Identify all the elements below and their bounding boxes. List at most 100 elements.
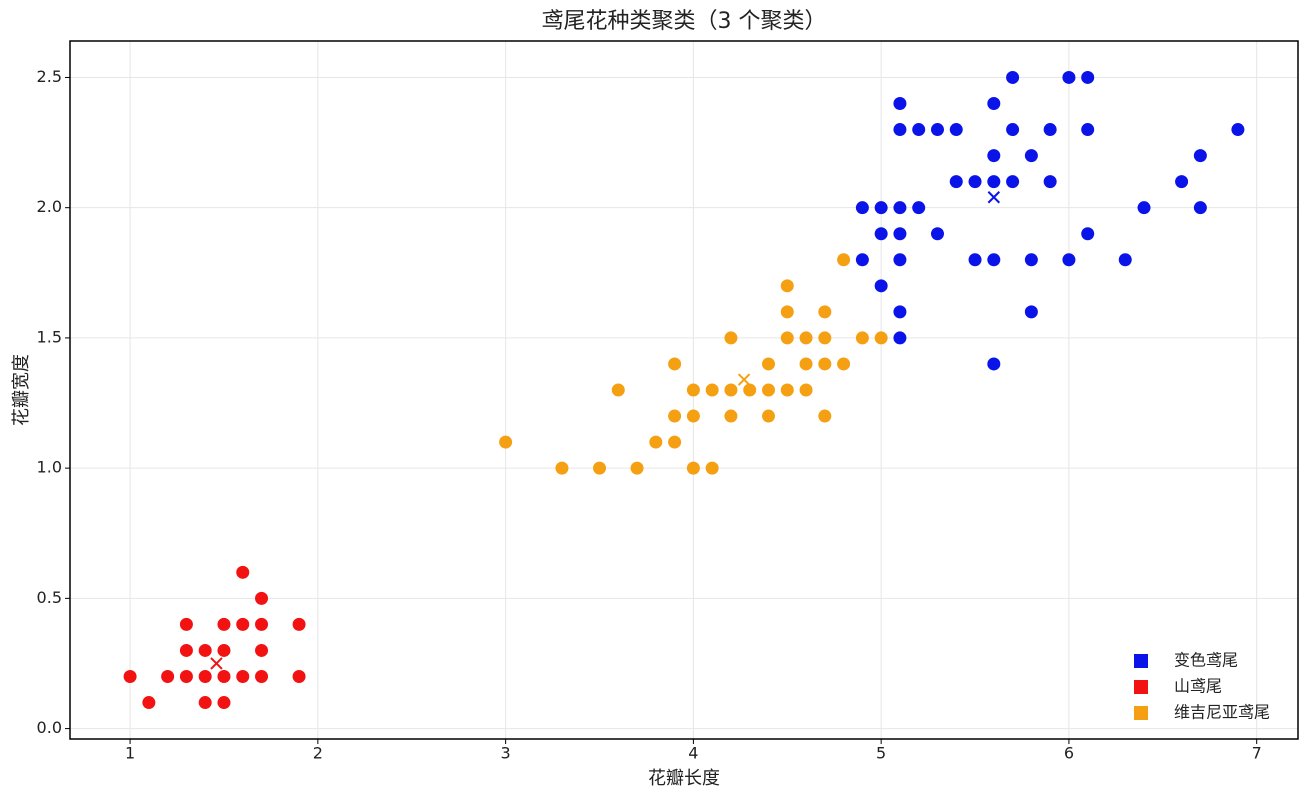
y-axis-label: 花瓣宽度 [11,354,32,426]
legend-label: 山鸢尾 [1174,677,1222,696]
legend-label: 变色鸢尾 [1174,651,1238,670]
point [780,305,794,319]
point [761,409,775,423]
point [649,435,663,449]
point [1062,70,1076,84]
point [799,357,813,371]
point [217,669,231,683]
x-tick-label: 6 [1064,744,1074,763]
point [179,617,193,631]
point [217,617,231,631]
point [179,643,193,657]
point [198,669,212,683]
point [255,591,269,605]
x-tick-label: 2 [313,744,323,763]
point [236,669,250,683]
point [893,305,907,319]
centroid [210,657,223,670]
point [818,357,832,371]
point [499,435,513,449]
point [555,461,569,475]
point [668,357,682,371]
point [818,331,832,345]
point [611,383,625,397]
legend-swatch [1134,706,1148,720]
point [668,409,682,423]
point [874,331,888,345]
point [893,331,907,345]
point [724,409,738,423]
chart-title: 鸢尾花种类聚类（3 个聚类） [542,9,827,34]
x-tick-label: 7 [1252,744,1262,763]
point [1137,201,1151,215]
point [161,669,175,683]
point [893,227,907,241]
point [1193,201,1207,215]
centroid [737,373,751,386]
point [968,253,982,267]
point [217,643,231,657]
point [837,357,851,371]
point [987,357,1001,371]
point [217,696,231,710]
point [142,696,156,710]
point [743,383,757,397]
point [1043,175,1057,189]
x-tick-label: 5 [876,744,886,763]
point [855,201,869,215]
point [705,461,719,475]
point [893,253,907,267]
point [930,227,944,241]
point [1043,123,1057,137]
point [761,357,775,371]
point [818,409,832,423]
point [893,97,907,111]
point [1006,70,1020,84]
point [686,409,700,423]
point [1062,253,1076,267]
legend-swatch [1134,680,1148,694]
point [686,383,700,397]
x-axis-label: 花瓣长度 [648,768,720,789]
point [593,461,607,475]
point [855,331,869,345]
point [724,331,738,345]
y-tick-label: 0.5 [37,588,62,607]
point [799,331,813,345]
point [855,253,869,267]
point [799,383,813,397]
point [780,331,794,345]
point [949,175,963,189]
point [987,97,1001,111]
point [987,149,1001,163]
legend-label: 维吉尼亚鸢尾 [1174,703,1270,722]
centroid [987,191,1001,204]
point [292,617,306,631]
point [1118,253,1132,267]
y-tick-label: 0.0 [37,718,62,737]
point [179,669,193,683]
point [761,383,775,397]
point [1006,123,1020,137]
point [1024,305,1038,319]
point [1081,123,1095,137]
point [198,696,212,710]
point [236,565,250,579]
y-tick-label: 2.0 [37,197,62,216]
point [874,201,888,215]
point [893,123,907,137]
point [630,461,644,475]
point [1081,70,1095,84]
point [668,435,682,449]
point [1081,227,1095,241]
point [893,201,907,215]
x-tick-label: 3 [501,744,511,763]
point [724,383,738,397]
point [930,123,944,137]
plot-frame [69,40,1299,740]
point [236,617,250,631]
y-tick-label: 1.0 [37,458,62,477]
point [1024,149,1038,163]
point [968,175,982,189]
